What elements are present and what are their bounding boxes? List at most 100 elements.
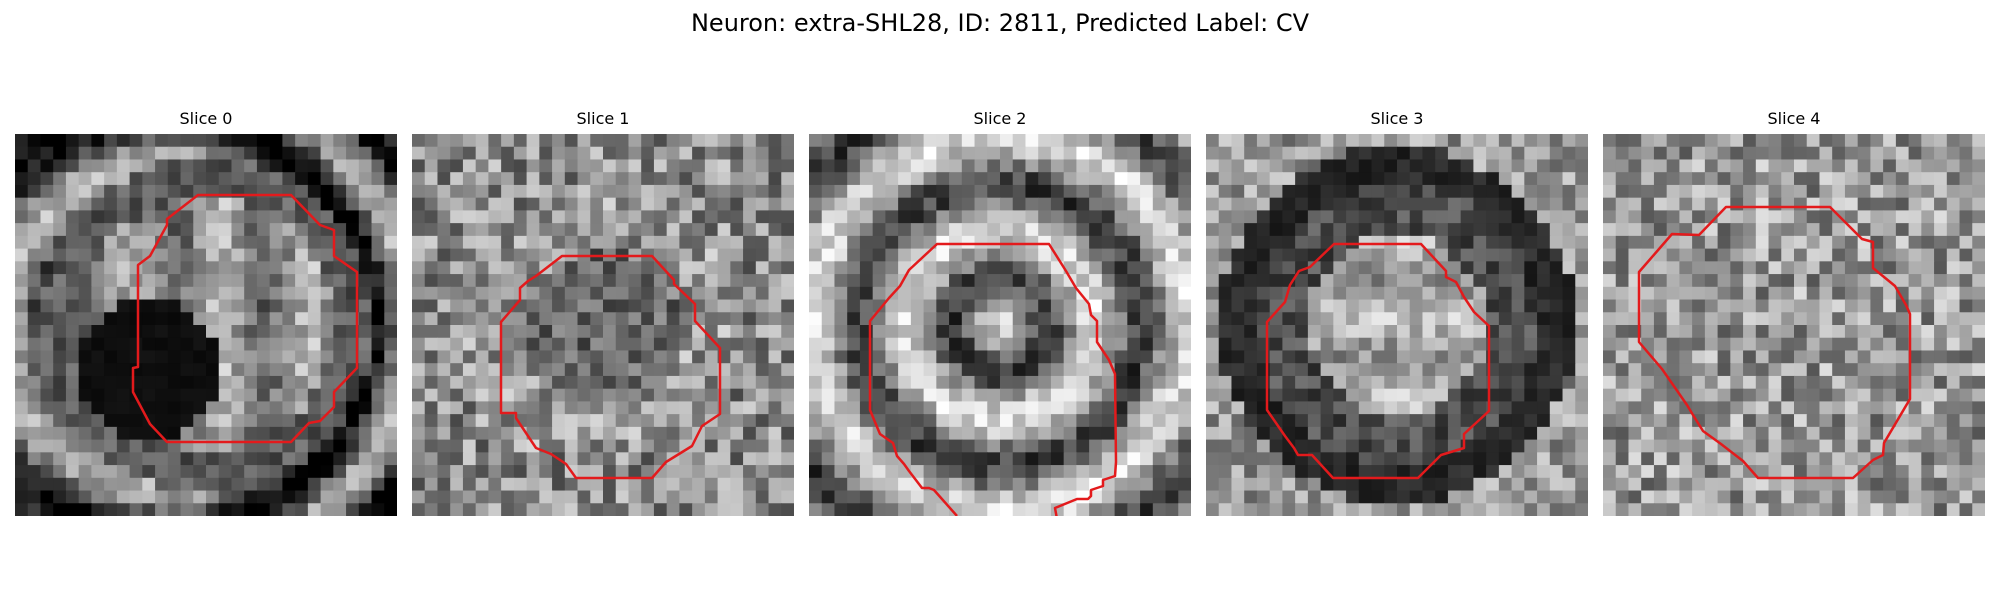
pixel-cell <box>910 210 925 224</box>
pixel-cell <box>1794 414 1808 428</box>
pixel-cell <box>1012 439 1027 453</box>
pixel-cell <box>513 477 528 492</box>
pixel-cell <box>1641 401 1655 415</box>
pixel-cell <box>743 401 757 415</box>
pixel-cell <box>628 490 642 504</box>
pixel-cell <box>743 146 757 161</box>
pixel-cell <box>603 414 617 428</box>
pixel-cell <box>27 299 42 313</box>
pixel-cell <box>936 159 950 173</box>
pixel-cell <box>307 388 322 402</box>
pixel-cell <box>1946 490 1961 504</box>
pixel-cell <box>1857 325 1871 339</box>
pixel-cell <box>603 197 617 211</box>
pixel-cell <box>167 312 182 326</box>
pixel-cell <box>91 261 105 275</box>
pixel-cell <box>1050 134 1065 148</box>
pixel-cell <box>1089 261 1103 275</box>
pixel-cell <box>1972 223 1985 237</box>
pixel-cell <box>679 452 693 466</box>
pixel-cell <box>1244 325 1258 339</box>
pixel-cell <box>628 452 642 466</box>
pixel-cell <box>282 261 296 275</box>
pixel-cell <box>1422 223 1436 237</box>
pixel-cell <box>371 452 385 466</box>
pixel-cell <box>488 337 502 352</box>
pixel-cell <box>129 146 143 161</box>
pixel-cell <box>1486 465 1500 479</box>
pixel-cell <box>1127 325 1141 339</box>
pixel-cell <box>1615 490 1630 504</box>
pixel-cell <box>78 426 92 441</box>
pixel-cell <box>371 261 385 275</box>
pixel-cell <box>1498 286 1513 301</box>
pixel-cell <box>704 503 719 516</box>
pixel-cell <box>1076 477 1090 492</box>
pixel-cell <box>898 248 912 262</box>
pixel-cell <box>1435 414 1449 428</box>
pixel-cell <box>1000 299 1014 313</box>
pixel-cell <box>1717 350 1731 364</box>
pixel-cell <box>1307 503 1322 516</box>
pixel-cell <box>1498 388 1513 402</box>
pixel-cell <box>1511 439 1525 453</box>
pixel-cell <box>1768 490 1782 504</box>
pixel-cell <box>666 223 680 237</box>
pixel-cell <box>1692 274 1706 288</box>
pixel-cell <box>1206 414 1220 428</box>
pixel-cell <box>923 172 937 186</box>
pixel-cell <box>809 477 823 492</box>
pixel-cell <box>1295 210 1309 224</box>
pixel-cell <box>78 414 92 428</box>
pixel-cell <box>206 375 220 390</box>
pixel-cell <box>1755 286 1770 301</box>
pixel-cell <box>1704 248 1719 262</box>
pixel-cell <box>1575 465 1588 479</box>
pixel-cell <box>269 235 283 250</box>
pixel-cell <box>78 401 92 415</box>
pixel-cell <box>1537 350 1551 364</box>
pixel-cell <box>1844 159 1859 173</box>
pixel-cell <box>1486 146 1500 161</box>
pixel-cell <box>116 197 131 211</box>
pixel-cell <box>564 235 579 250</box>
pixel-cell <box>1934 184 1948 199</box>
pixel-cell <box>641 477 655 492</box>
pixel-cell <box>1140 223 1154 237</box>
pixel-cell <box>1511 210 1525 224</box>
pixel-cell <box>1333 426 1347 441</box>
pixel-cell <box>256 388 271 402</box>
pixel-cell <box>898 503 912 516</box>
pixel-cell <box>847 426 861 441</box>
pixel-cell <box>1704 439 1719 453</box>
pixel-cell <box>15 223 29 237</box>
pixel-cell <box>1972 414 1985 428</box>
pixel-cell <box>371 184 385 199</box>
pixel-cell <box>1447 337 1462 352</box>
pixel-cell <box>1307 477 1322 492</box>
pixel-cell <box>1231 134 1245 148</box>
pixel-cell <box>666 375 680 390</box>
pixel-cell <box>333 414 347 428</box>
pixel-cell <box>564 134 579 148</box>
pixel-cell <box>155 401 169 415</box>
pixel-cell <box>346 388 360 402</box>
pixel-cell <box>1755 159 1770 173</box>
pixel-cell <box>1063 375 1077 390</box>
pixel-cell <box>923 363 937 377</box>
pixel-cell <box>781 401 794 415</box>
pixel-cell <box>755 452 770 466</box>
pixel-cell <box>539 375 553 390</box>
pixel-cell <box>1832 465 1846 479</box>
pixel-cell <box>1794 388 1808 402</box>
pixel-cell <box>1679 197 1693 211</box>
pixel-cell <box>653 503 668 516</box>
pixel-cell <box>809 388 823 402</box>
pixel-cell <box>755 159 770 173</box>
pixel-cell <box>1743 223 1757 237</box>
pixel-cell <box>526 465 540 479</box>
pixel-cell <box>1012 146 1027 161</box>
pixel-cell <box>1038 503 1052 516</box>
pixel-cell <box>104 134 118 148</box>
pixel-cell <box>1549 134 1564 148</box>
